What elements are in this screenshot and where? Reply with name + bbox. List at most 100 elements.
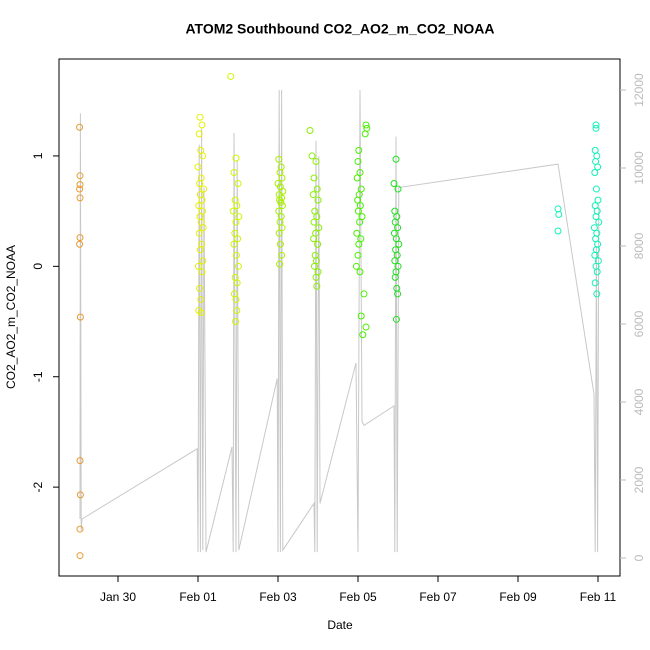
point <box>234 262 242 270</box>
y2-tick-label: 12000 <box>632 73 646 107</box>
point <box>591 251 599 259</box>
point <box>360 290 368 298</box>
point <box>235 213 243 221</box>
x-tick-label: Feb 05 <box>339 590 377 604</box>
point <box>313 213 321 221</box>
point <box>359 331 367 339</box>
point <box>198 268 206 276</box>
y2-tick-label: 4000 <box>632 388 646 415</box>
point <box>197 295 205 303</box>
point <box>277 198 285 206</box>
point <box>310 235 318 243</box>
point <box>310 218 318 226</box>
point <box>312 157 320 165</box>
point <box>312 273 320 281</box>
point <box>232 218 240 226</box>
point <box>355 146 363 154</box>
point <box>196 113 204 121</box>
point <box>194 262 202 270</box>
point <box>276 240 284 248</box>
y2-tick-label: 6000 <box>632 310 646 337</box>
point <box>76 313 84 321</box>
point <box>356 168 364 176</box>
point <box>198 121 206 129</box>
point <box>278 251 286 259</box>
point <box>194 163 202 171</box>
y2-tick-label: 8000 <box>632 232 646 259</box>
point <box>591 279 599 287</box>
point <box>591 168 599 176</box>
chart-title: ATOM2 Southbound CO2_AO2_m_CO2_NOAA <box>185 21 494 37</box>
point <box>275 229 283 237</box>
point <box>394 224 402 232</box>
point <box>592 121 600 129</box>
point <box>231 229 239 237</box>
plot-frame <box>58 58 621 577</box>
point <box>593 268 601 276</box>
point <box>391 273 399 281</box>
point <box>354 207 362 215</box>
point <box>76 172 84 180</box>
x-tick-label: Feb 03 <box>259 590 297 604</box>
point <box>278 202 286 210</box>
point <box>200 185 208 193</box>
point <box>76 491 84 499</box>
point <box>199 224 207 232</box>
point <box>392 155 400 163</box>
point <box>361 130 369 138</box>
point <box>390 180 398 188</box>
point <box>234 180 242 188</box>
point <box>592 124 600 132</box>
point <box>233 202 241 210</box>
point <box>232 318 240 326</box>
point <box>196 246 204 254</box>
point <box>594 196 602 204</box>
point <box>362 323 370 331</box>
point <box>76 240 84 248</box>
y-tick-label: 0 <box>31 263 45 270</box>
point <box>353 229 361 237</box>
y-tick-label: -1 <box>31 371 45 382</box>
y-axis-title: CO2_AO2_m_CO2_NOAA <box>4 245 18 389</box>
point <box>356 218 364 226</box>
point <box>76 181 84 189</box>
point <box>227 72 235 80</box>
point <box>308 152 316 160</box>
y-tick-label: -2 <box>31 481 45 492</box>
point <box>314 196 322 204</box>
point <box>76 123 84 131</box>
point <box>76 457 84 465</box>
point <box>199 152 207 160</box>
point <box>233 306 241 314</box>
point <box>76 552 84 560</box>
point <box>592 185 600 193</box>
point <box>315 224 323 232</box>
x-tick-label: Feb 01 <box>179 590 217 604</box>
point <box>354 251 362 259</box>
point <box>392 315 400 323</box>
point <box>199 257 207 265</box>
point <box>197 309 205 317</box>
x-tick-label: Feb 11 <box>580 590 617 604</box>
point <box>594 163 602 171</box>
point <box>313 282 321 290</box>
point <box>554 227 562 235</box>
point <box>555 210 563 218</box>
point <box>233 279 241 287</box>
point <box>232 251 240 259</box>
point <box>353 174 361 182</box>
point <box>394 185 402 193</box>
point <box>196 284 204 292</box>
y-tick-label: 1 <box>31 152 45 159</box>
x-tick-label: Feb 07 <box>419 590 457 604</box>
point <box>309 191 317 199</box>
point <box>362 121 370 129</box>
point <box>310 262 318 270</box>
y2-tick-label: 0 <box>632 554 646 561</box>
point <box>357 312 365 320</box>
point <box>310 174 318 182</box>
point <box>313 185 321 193</box>
point <box>593 290 601 298</box>
